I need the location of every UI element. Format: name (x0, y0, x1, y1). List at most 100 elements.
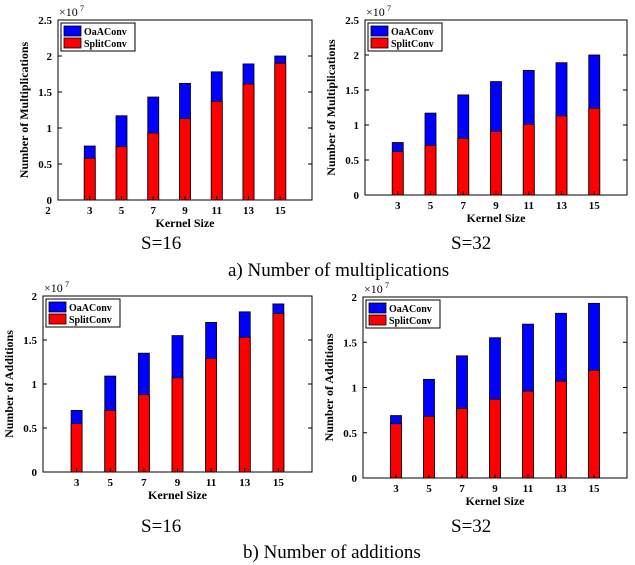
y-tick-label: 2 (32, 291, 38, 303)
x-tick-label: 9 (493, 200, 499, 212)
exponent-label: ×10 (44, 281, 63, 295)
exponent-label: ×10 (59, 5, 78, 19)
x-axis-label: Kernel Size (156, 216, 216, 230)
legend-label-splitconv: SplitConv (391, 39, 434, 50)
bar-splitconv-7 (456, 407, 468, 479)
x-tick-label: 7 (459, 483, 465, 495)
y-tick-label: 0.5 (23, 423, 37, 435)
y-axis-label: Number of Additions (322, 333, 336, 441)
x-tick-label: 13 (243, 205, 255, 217)
x-tick-label-extra: 2 (45, 205, 51, 217)
x-tick-label: 15 (273, 477, 285, 489)
x-tick-label: 11 (523, 483, 533, 495)
y-tick-label: 0 (32, 467, 38, 479)
exponent-power: 7 (387, 4, 391, 13)
legend-label-splitconv: SplitConv (69, 315, 112, 326)
x-tick-label: 7 (151, 205, 157, 217)
legend-label-oaaconv: OaAConv (389, 304, 432, 315)
x-tick-label: 11 (524, 200, 534, 212)
x-tick-label: 3 (395, 200, 401, 212)
x-tick-label: 9 (182, 205, 188, 217)
x-tick-label: 5 (108, 477, 114, 489)
panel-label-mult-s32: S=32 (451, 233, 492, 254)
exponent-label: ×10 (366, 5, 385, 19)
y-tick-label: 2.5 (38, 15, 52, 27)
panel-label-mult-s16: S=16 (141, 233, 182, 254)
legend-swatch-splitconv (48, 313, 67, 325)
legend-swatch-oaaconv (368, 302, 387, 314)
x-tick-label: 5 (428, 200, 434, 212)
y-tick-label: 0 (47, 195, 53, 207)
legend-label-oaaconv: OaAConv (69, 303, 112, 314)
y-tick-label: 0 (354, 190, 360, 202)
legend-swatch-splitconv (370, 37, 389, 49)
y-tick-label: 0.5 (343, 428, 357, 440)
exponent-power: 7 (385, 281, 389, 290)
exponent-label: ×10 (364, 282, 383, 296)
x-tick-label: 5 (426, 483, 432, 495)
legend-label-oaaconv: OaAConv (391, 27, 434, 38)
y-tick-label: 1.5 (343, 337, 357, 349)
caption-multiplications: a) Number of multiplications (228, 260, 450, 281)
x-tick-label: 3 (74, 477, 80, 489)
y-tick-label: 1 (352, 383, 358, 395)
caption-additions: b) Number of additions (243, 542, 421, 563)
y-axis-label: Number of Multiplications (324, 39, 338, 176)
x-tick-label: 3 (393, 483, 399, 495)
x-tick-label: 13 (556, 483, 568, 495)
y-tick-label: 0.5 (38, 159, 52, 171)
y-tick-label: 1.5 (23, 335, 37, 347)
legend-swatch-oaaconv (48, 301, 67, 313)
legend-swatch-splitconv (63, 37, 82, 49)
y-tick-label: 1.5 (38, 87, 52, 99)
bar-splitconv-15 (588, 369, 600, 479)
y-tick-label: 1 (47, 123, 53, 135)
x-tick-label: 11 (206, 477, 216, 489)
x-tick-label: 15 (589, 483, 601, 495)
y-tick-label: 2 (354, 50, 360, 62)
y-axis-label: Number of Multiplications (17, 41, 31, 178)
legend-swatch-oaaconv (370, 25, 389, 37)
bar-splitconv-3 (390, 423, 402, 479)
legend-label-oaaconv: OaAConv (84, 27, 127, 38)
x-tick-label: 13 (556, 200, 568, 212)
bar-splitconv-13 (555, 380, 567, 479)
y-tick-label: 1 (354, 120, 360, 132)
bar-splitconv-11 (522, 390, 534, 479)
legend-label-splitconv: SplitConv (84, 39, 127, 50)
x-tick-label: 13 (239, 477, 251, 489)
legend-swatch-oaaconv (63, 25, 82, 37)
y-tick-label: 2 (352, 292, 358, 304)
panel-label-add-s32: S=32 (451, 516, 492, 537)
x-axis-label: Kernel Size (466, 494, 526, 508)
y-tick-label: 1.5 (345, 85, 359, 97)
y-tick-label: 2 (47, 51, 53, 63)
y-tick-label: 0 (352, 473, 358, 485)
y-axis-label: Number of Additions (2, 330, 16, 438)
y-tick-label: 2.5 (345, 15, 359, 27)
bar-splitconv-9 (489, 398, 501, 479)
x-tick-label: 15 (275, 205, 287, 217)
x-tick-label: 5 (119, 205, 125, 217)
x-tick-label: 7 (141, 477, 147, 489)
x-tick-label: 7 (461, 200, 467, 212)
y-tick-label: 0.5 (345, 155, 359, 167)
x-tick-label: 15 (589, 200, 601, 212)
exponent-power: 7 (65, 280, 69, 289)
x-axis-label: Kernel Size (148, 488, 208, 502)
bar-splitconv-5 (423, 416, 435, 479)
x-axis-label: Kernel Size (467, 211, 527, 225)
x-tick-label: 9 (175, 477, 181, 489)
x-tick-label: 3 (87, 205, 93, 217)
x-tick-label: 11 (212, 205, 222, 217)
exponent-power: 7 (80, 4, 84, 13)
y-tick-label: 1 (32, 379, 38, 391)
legend-swatch-splitconv (368, 314, 387, 326)
panel-label-add-s16: S=16 (141, 516, 182, 537)
legend-label-splitconv: SplitConv (389, 316, 432, 327)
x-tick-label: 9 (492, 483, 498, 495)
